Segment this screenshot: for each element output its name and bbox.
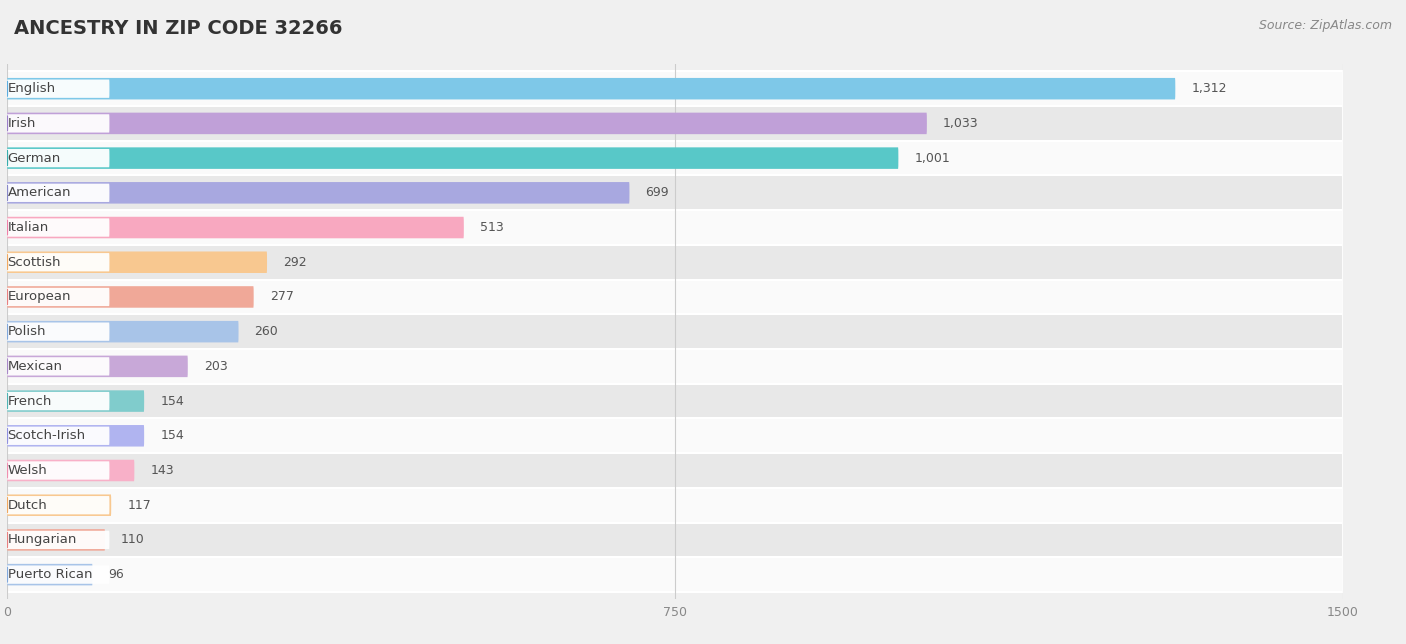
FancyBboxPatch shape: [7, 419, 1343, 453]
FancyBboxPatch shape: [7, 114, 110, 133]
Text: 110: 110: [121, 533, 145, 546]
FancyBboxPatch shape: [7, 149, 110, 167]
Text: 292: 292: [283, 256, 307, 269]
Text: ANCESTRY IN ZIP CODE 32266: ANCESTRY IN ZIP CODE 32266: [14, 19, 343, 39]
FancyBboxPatch shape: [7, 106, 1343, 141]
FancyBboxPatch shape: [7, 288, 110, 306]
Text: Polish: Polish: [7, 325, 46, 338]
FancyBboxPatch shape: [7, 488, 1343, 522]
Text: 1,001: 1,001: [914, 151, 950, 165]
FancyBboxPatch shape: [7, 392, 110, 410]
Text: 1,033: 1,033: [943, 117, 979, 130]
FancyBboxPatch shape: [7, 245, 1343, 279]
FancyBboxPatch shape: [7, 355, 188, 377]
Text: 154: 154: [160, 395, 184, 408]
Text: Puerto Rican: Puerto Rican: [7, 568, 91, 581]
FancyBboxPatch shape: [7, 390, 145, 412]
Text: Irish: Irish: [7, 117, 37, 130]
FancyBboxPatch shape: [7, 314, 1343, 349]
FancyBboxPatch shape: [7, 321, 239, 343]
Text: Italian: Italian: [7, 221, 49, 234]
FancyBboxPatch shape: [7, 279, 1343, 314]
Text: French: French: [7, 395, 52, 408]
FancyBboxPatch shape: [7, 453, 1343, 488]
Text: English: English: [7, 82, 56, 95]
FancyBboxPatch shape: [7, 357, 110, 375]
FancyBboxPatch shape: [7, 253, 110, 271]
Text: American: American: [7, 186, 72, 200]
FancyBboxPatch shape: [7, 113, 927, 134]
FancyBboxPatch shape: [7, 78, 1175, 99]
FancyBboxPatch shape: [7, 210, 1343, 245]
Text: 260: 260: [254, 325, 278, 338]
FancyBboxPatch shape: [7, 496, 110, 515]
FancyBboxPatch shape: [7, 218, 110, 237]
FancyBboxPatch shape: [7, 557, 1343, 592]
FancyBboxPatch shape: [7, 564, 93, 585]
FancyBboxPatch shape: [7, 147, 898, 169]
Text: Scottish: Scottish: [7, 256, 60, 269]
FancyBboxPatch shape: [7, 182, 630, 204]
Text: 96: 96: [108, 568, 124, 581]
Text: 513: 513: [479, 221, 503, 234]
Text: 1,312: 1,312: [1191, 82, 1227, 95]
Text: Hungarian: Hungarian: [7, 533, 77, 546]
FancyBboxPatch shape: [7, 323, 110, 341]
Text: 203: 203: [204, 360, 228, 373]
FancyBboxPatch shape: [7, 71, 1343, 106]
FancyBboxPatch shape: [7, 251, 267, 273]
FancyBboxPatch shape: [7, 175, 1343, 210]
FancyBboxPatch shape: [7, 217, 464, 238]
FancyBboxPatch shape: [7, 460, 135, 481]
Text: Source: ZipAtlas.com: Source: ZipAtlas.com: [1258, 19, 1392, 32]
Text: 277: 277: [270, 290, 294, 303]
FancyBboxPatch shape: [7, 426, 110, 445]
FancyBboxPatch shape: [7, 286, 253, 308]
Text: Welsh: Welsh: [7, 464, 48, 477]
Text: Scotch-Irish: Scotch-Irish: [7, 430, 86, 442]
FancyBboxPatch shape: [7, 80, 110, 98]
FancyBboxPatch shape: [7, 529, 105, 551]
FancyBboxPatch shape: [7, 461, 110, 480]
Text: Dutch: Dutch: [7, 498, 48, 512]
FancyBboxPatch shape: [7, 349, 1343, 384]
FancyBboxPatch shape: [7, 565, 110, 583]
FancyBboxPatch shape: [7, 531, 110, 549]
Text: 154: 154: [160, 430, 184, 442]
FancyBboxPatch shape: [7, 384, 1343, 419]
Text: German: German: [7, 151, 60, 165]
Text: 117: 117: [127, 498, 150, 512]
FancyBboxPatch shape: [7, 184, 110, 202]
FancyBboxPatch shape: [7, 495, 111, 516]
FancyBboxPatch shape: [7, 141, 1343, 175]
Text: European: European: [7, 290, 72, 303]
FancyBboxPatch shape: [7, 425, 145, 446]
FancyBboxPatch shape: [7, 522, 1343, 557]
Text: 143: 143: [150, 464, 174, 477]
Text: 699: 699: [645, 186, 669, 200]
Text: Mexican: Mexican: [7, 360, 63, 373]
